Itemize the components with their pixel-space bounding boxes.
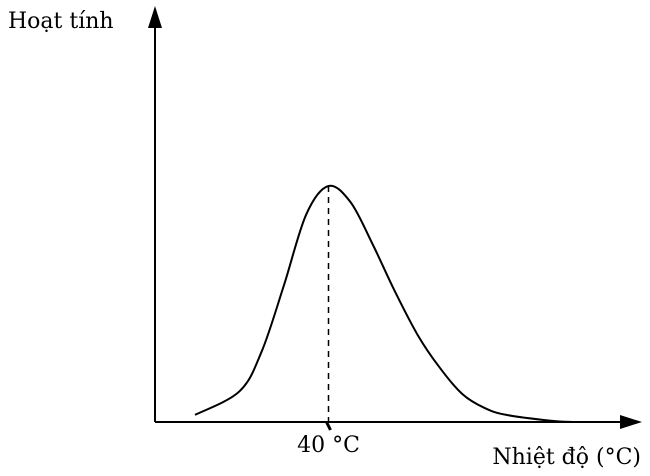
peak-tick bbox=[325, 421, 332, 431]
y-axis-label: Hoạt tính bbox=[8, 9, 114, 34]
y-axis-arrow-icon bbox=[148, 6, 162, 28]
activity-curve bbox=[194, 184, 574, 423]
x-axis-arrow-icon bbox=[620, 415, 642, 429]
x-axis-label: Nhiệt độ (°C) bbox=[492, 445, 641, 470]
peak-label: 40 °C bbox=[297, 433, 360, 458]
